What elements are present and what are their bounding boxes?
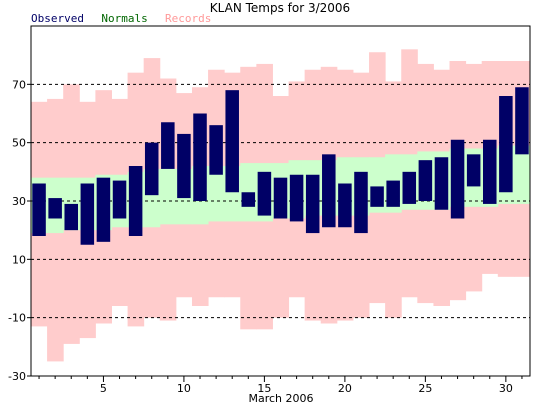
normals-bar <box>513 145 531 204</box>
observed-bar <box>402 171 417 204</box>
x-tick-label: 15 <box>257 382 271 395</box>
observed-bar <box>64 203 79 231</box>
observed-bar <box>305 174 320 234</box>
normals-bar <box>159 168 177 225</box>
x-tick-label: 20 <box>338 382 352 395</box>
axes: -30 -10 10 30 50 70 5 10 15 20 25 30 <box>8 78 523 395</box>
observed-bar <box>193 113 207 201</box>
y-tick-label: -30 <box>8 370 26 383</box>
observed-bars <box>32 87 529 245</box>
x-tick-label: 10 <box>177 382 191 395</box>
observed-bar <box>466 154 481 187</box>
observed-bar <box>225 90 239 193</box>
x-axis-label: March 2006 <box>248 392 313 405</box>
observed-bar <box>96 177 111 242</box>
legend-entry: Normals <box>101 12 147 25</box>
records-band <box>31 49 531 362</box>
observed-bar <box>161 122 175 169</box>
observed-bar <box>482 139 497 204</box>
y-tick-label: -10 <box>8 312 26 325</box>
observed-bar <box>144 142 159 196</box>
observed-bar <box>499 96 513 193</box>
observed-bar <box>241 192 256 207</box>
observed-bar <box>370 186 384 207</box>
y-tick-label: 30 <box>12 195 26 208</box>
observed-bar <box>112 180 127 219</box>
observed-bar <box>322 154 336 228</box>
observed-bar <box>209 125 223 175</box>
observed-bar <box>80 183 95 245</box>
observed-bar <box>386 180 400 207</box>
x-tick-label: 5 <box>100 382 107 395</box>
y-tick-label: 70 <box>12 78 26 91</box>
observed-bar <box>257 171 272 216</box>
observed-bar <box>273 177 288 219</box>
observed-bar <box>32 183 46 236</box>
legend-entry: Observed <box>31 12 84 25</box>
observed-bar <box>434 157 449 210</box>
y-tick-label: 10 <box>12 253 26 266</box>
observed-bar <box>418 160 433 201</box>
legend: Observed Normals Records <box>31 12 211 25</box>
y-tick-label: 50 <box>12 137 26 150</box>
normals-bar <box>208 166 225 222</box>
observed-bar <box>450 139 465 219</box>
observed-bar <box>354 171 368 234</box>
legend-entry: Records <box>165 12 211 25</box>
chart-title: KLAN Temps for 3/2006 <box>210 1 350 15</box>
observed-bar <box>177 133 191 199</box>
observed-bar <box>515 87 529 155</box>
observed-bar <box>48 198 62 219</box>
observed-bar <box>289 174 304 222</box>
x-tick-label: 30 <box>499 382 513 395</box>
observed-bar <box>128 166 143 236</box>
x-tick-label: 25 <box>418 382 432 395</box>
observed-bar <box>338 183 352 228</box>
